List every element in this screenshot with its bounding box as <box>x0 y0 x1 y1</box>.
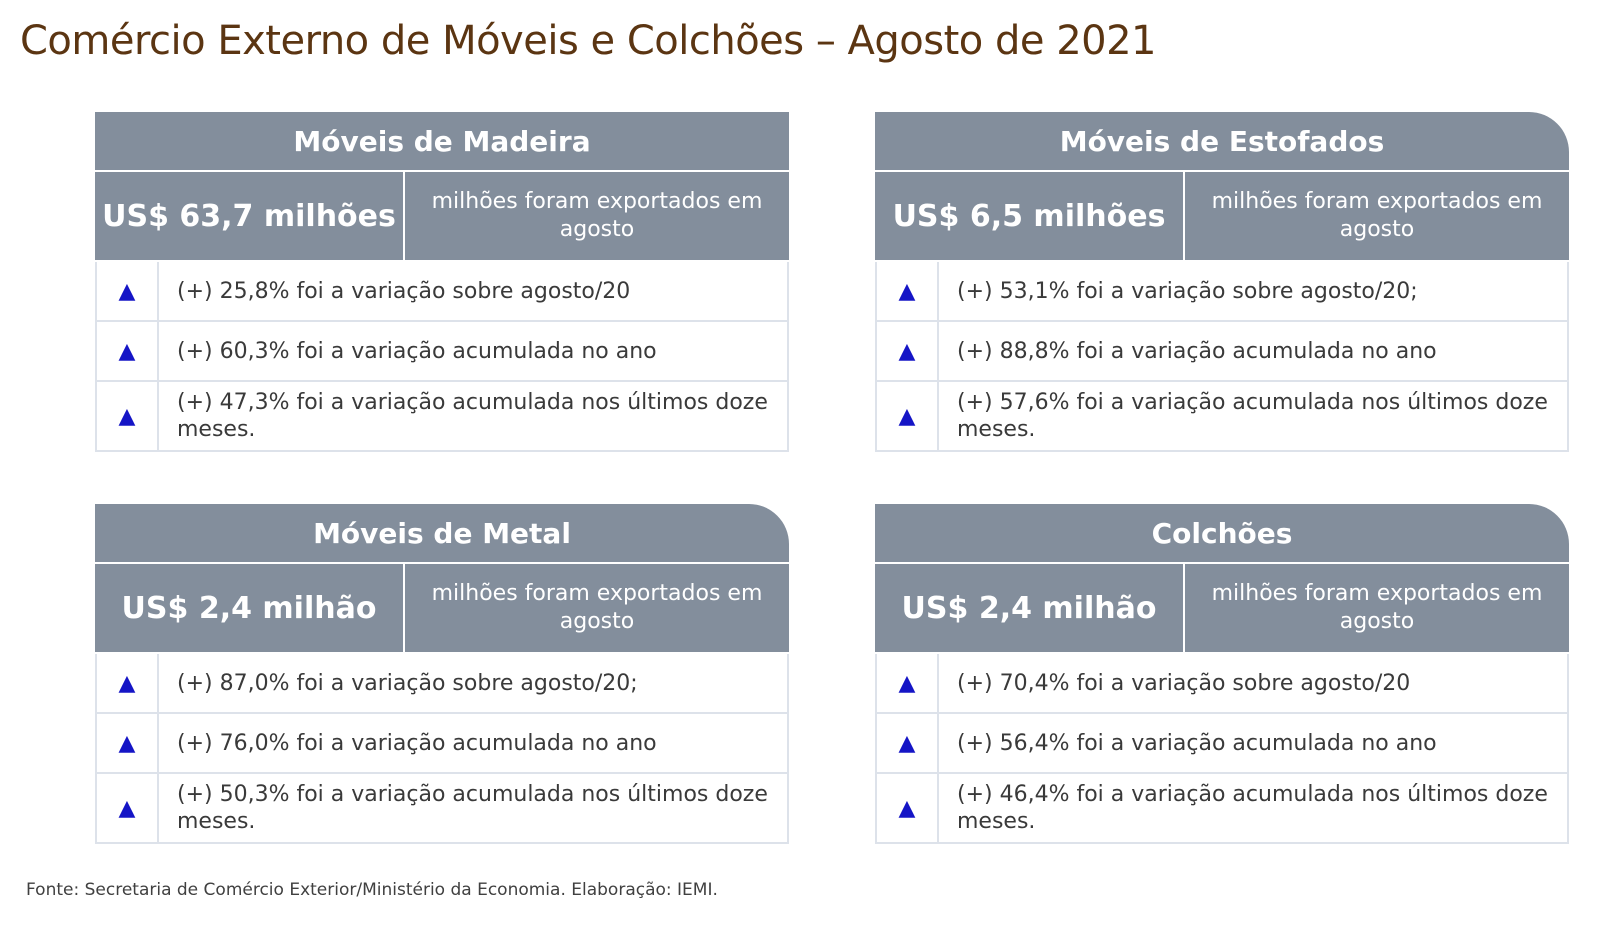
up-triangle-icon: ▲ <box>877 654 939 712</box>
up-triangle-icon: ▲ <box>97 654 159 712</box>
export-description: milhões foram exportados em agosto <box>431 189 763 242</box>
card-moveis-metal: Móveis de Metal US$ 2,4 milhão milhões f… <box>95 504 789 844</box>
variation-text: (+) 57,6% foi a variação acumulada nos ú… <box>957 390 1548 442</box>
variation-row: ▲ (+) 46,4% foi a variação acumulada nos… <box>877 772 1567 842</box>
card-value-row: US$ 6,5 milhões milhões foram exportados… <box>875 172 1569 262</box>
card-value-row: US$ 2,4 milhão milhões foram exportados … <box>875 564 1569 654</box>
card-title: Móveis de Metal <box>95 504 789 564</box>
variation-list: ▲ (+) 53,1% foi a variação sobre agosto/… <box>875 262 1569 452</box>
variation-text: (+) 53,1% foi a variação sobre agosto/20… <box>957 278 1418 304</box>
variation-text: (+) 46,4% foi a variação acumulada nos ú… <box>957 782 1548 834</box>
variation-text: (+) 87,0% foi a variação sobre agosto/20… <box>177 670 638 696</box>
variation-list: ▲ (+) 70,4% foi a variação sobre agosto/… <box>875 654 1569 844</box>
up-triangle-icon: ▲ <box>97 714 159 772</box>
variation-row: ▲ (+) 76,0% foi a variação acumulada no … <box>97 712 787 772</box>
card-moveis-madeira: Móveis de Madeira US$ 63,7 milhões milhõ… <box>95 112 789 452</box>
up-triangle-icon: ▲ <box>97 382 159 450</box>
variation-text: (+) 50,3% foi a variação acumulada nos ú… <box>177 782 768 834</box>
up-triangle-icon: ▲ <box>877 774 939 842</box>
card-moveis-estofados: Móveis de Estofados US$ 6,5 milhões milh… <box>875 112 1569 452</box>
up-triangle-icon: ▲ <box>97 774 159 842</box>
variation-list: ▲ (+) 25,8% foi a variação sobre agosto/… <box>95 262 789 452</box>
variation-row: ▲ (+) 53,1% foi a variação sobre agosto/… <box>877 262 1567 320</box>
export-description: milhões foram exportados em agosto <box>1211 189 1543 242</box>
up-triangle-icon: ▲ <box>877 382 939 450</box>
up-triangle-icon: ▲ <box>877 322 939 380</box>
variation-text: (+) 47,3% foi a variação acumulada nos ú… <box>177 390 768 442</box>
export-value: US$ 6,5 milhões <box>875 172 1185 260</box>
variation-row: ▲ (+) 50,3% foi a variação acumulada nos… <box>97 772 787 842</box>
export-value: US$ 2,4 milhão <box>875 564 1185 652</box>
up-triangle-icon: ▲ <box>877 714 939 772</box>
variation-row: ▲ (+) 60,3% foi a variação acumulada no … <box>97 320 787 380</box>
variation-text: (+) 88,8% foi a variação acumulada no an… <box>957 338 1437 364</box>
export-value: US$ 63,7 milhões <box>95 172 405 260</box>
variation-text: (+) 25,8% foi a variação sobre agosto/20 <box>177 278 631 304</box>
source-note: Fonte: Secretaria de Comércio Exterior/M… <box>26 880 718 900</box>
card-title: Móveis de Estofados <box>875 112 1569 172</box>
variation-list: ▲ (+) 87,0% foi a variação sobre agosto/… <box>95 654 789 844</box>
card-colchoes: Colchões US$ 2,4 milhão milhões foram ex… <box>875 504 1569 844</box>
card-title: Colchões <box>875 504 1569 564</box>
up-triangle-icon: ▲ <box>97 322 159 380</box>
variation-text: (+) 60,3% foi a variação acumulada no an… <box>177 338 657 364</box>
up-triangle-icon: ▲ <box>877 262 939 320</box>
export-description: milhões foram exportados em agosto <box>1211 581 1543 634</box>
export-description: milhões foram exportados em agosto <box>431 581 763 634</box>
variation-row: ▲ (+) 25,8% foi a variação sobre agosto/… <box>97 262 787 320</box>
variation-row: ▲ (+) 87,0% foi a variação sobre agosto/… <box>97 654 787 712</box>
export-value: US$ 2,4 milhão <box>95 564 405 652</box>
variation-row: ▲ (+) 56,4% foi a variação acumulada no … <box>877 712 1567 772</box>
variation-text: (+) 56,4% foi a variação acumulada no an… <box>957 730 1437 756</box>
card-value-row: US$ 2,4 milhão milhões foram exportados … <box>95 564 789 654</box>
up-triangle-icon: ▲ <box>97 262 159 320</box>
variation-text: (+) 76,0% foi a variação acumulada no an… <box>177 730 657 756</box>
variation-row: ▲ (+) 70,4% foi a variação sobre agosto/… <box>877 654 1567 712</box>
card-title: Móveis de Madeira <box>95 112 789 172</box>
variation-row: ▲ (+) 47,3% foi a variação acumulada nos… <box>97 380 787 450</box>
card-value-row: US$ 63,7 milhões milhões foram exportado… <box>95 172 789 262</box>
variation-row: ▲ (+) 88,8% foi a variação acumulada no … <box>877 320 1567 380</box>
variation-text: (+) 70,4% foi a variação sobre agosto/20 <box>957 670 1411 696</box>
variation-row: ▲ (+) 57,6% foi a variação acumulada nos… <box>877 380 1567 450</box>
page-title: Comércio Externo de Móveis e Colchões – … <box>20 18 1157 64</box>
